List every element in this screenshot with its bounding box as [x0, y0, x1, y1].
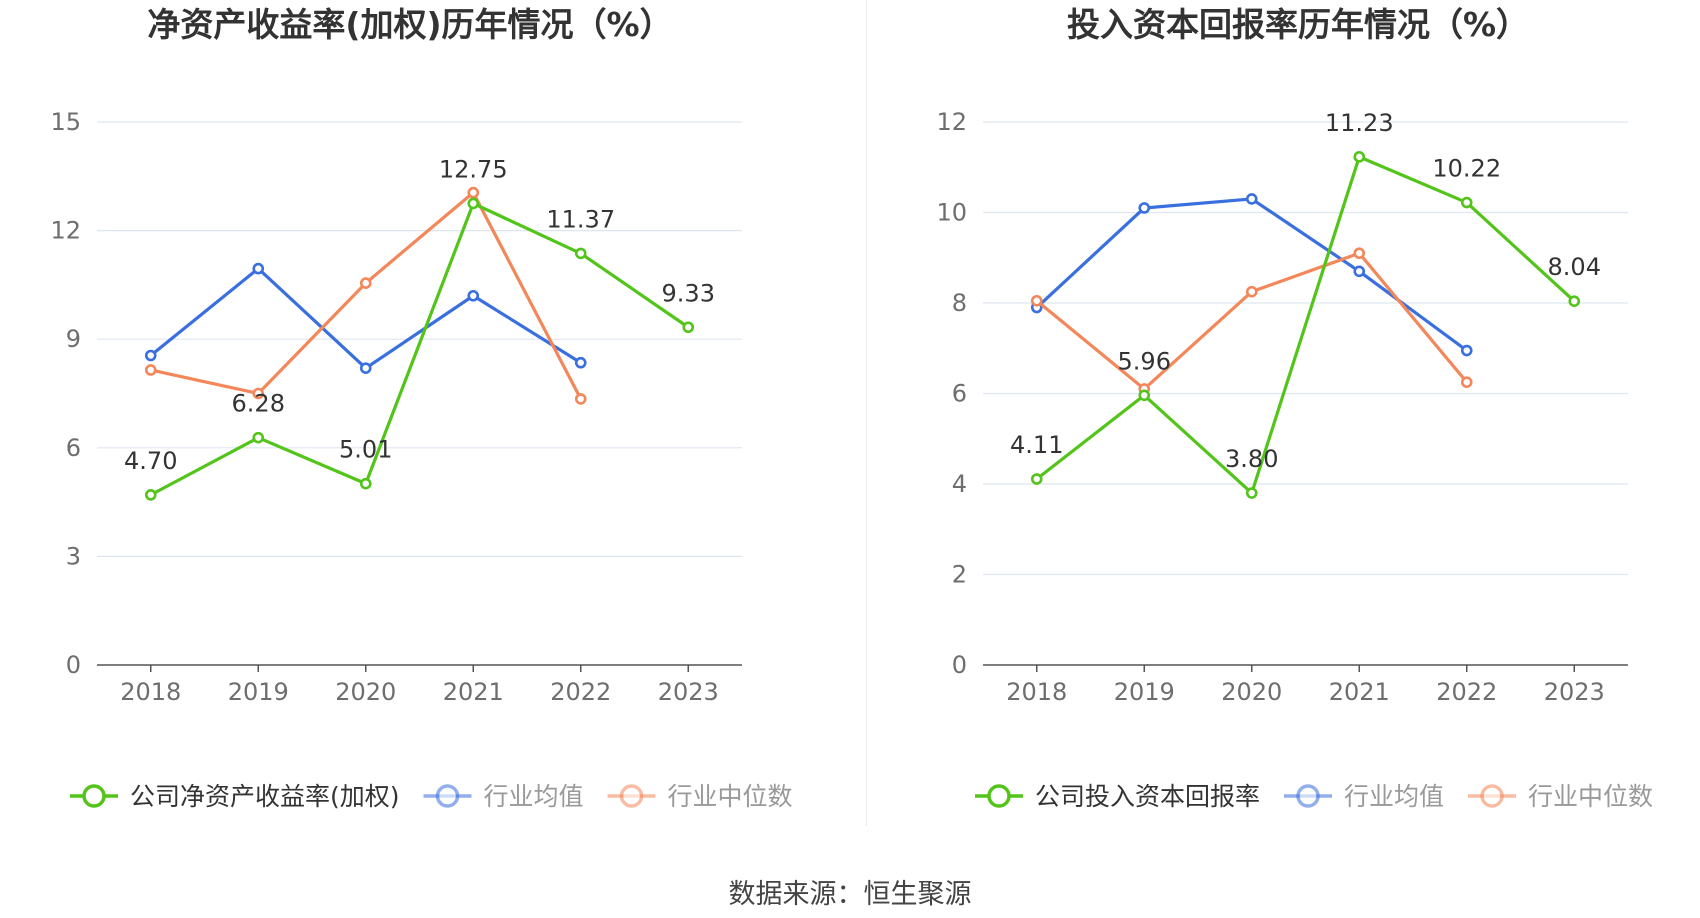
legend-label: 行业均值	[1344, 782, 1444, 811]
data-point	[574, 356, 587, 369]
legend-marker	[1480, 784, 1504, 808]
legend-label: 公司净资产收益率(加权)	[130, 782, 400, 811]
data-point	[144, 364, 157, 376]
data-point	[252, 431, 265, 444]
data-point	[1138, 389, 1151, 402]
data-source-note: 数据来源：恒生聚源	[728, 879, 972, 910]
legend-marker	[435, 784, 460, 808]
data-point	[1030, 473, 1043, 485]
data-point	[252, 262, 265, 275]
y-tick-label: 3	[66, 542, 81, 570]
legend-marker	[82, 784, 106, 808]
y-tick-label: 15	[50, 108, 81, 136]
data-point	[1030, 294, 1043, 307]
y-tick-label: 4	[952, 470, 967, 498]
y-tick-label: 2	[952, 561, 967, 589]
data-point	[144, 489, 157, 501]
legend-label: 行业中位数	[1528, 782, 1653, 811]
legend-label: 行业中位数	[668, 782, 793, 811]
data-label: 12.75	[439, 155, 508, 183]
y-tick-label: 12	[936, 108, 967, 136]
series-line-3	[1035, 251, 1468, 391]
chart-title-2: 投入资本回报率历年情况（%）	[1067, 5, 1529, 44]
data-point	[144, 349, 157, 362]
data-label: 5.01	[339, 436, 392, 464]
x-tick-label: 2022	[1436, 678, 1497, 706]
data-point	[1353, 151, 1366, 163]
x-tick-label: 2020	[1221, 678, 1282, 706]
data-point	[467, 197, 480, 210]
data-point	[1460, 196, 1473, 209]
y-tick-label: 8	[952, 289, 967, 317]
y-tick-label: 12	[50, 217, 81, 245]
data-label: 11.23	[1325, 109, 1394, 137]
data-label: 3.80	[1225, 445, 1278, 473]
legend-label: 行业均值	[484, 782, 584, 811]
data-label: 9.33	[662, 279, 715, 307]
chart-title-1: 净资产收益率(加权)历年情况（%）	[147, 5, 672, 44]
y-tick-label: 10	[936, 199, 967, 227]
legend-label: 公司投入资本回报率	[1035, 782, 1260, 811]
x-tick-label: 2019	[228, 678, 289, 706]
data-point	[252, 387, 265, 400]
chart-divider	[866, 0, 867, 826]
data-point	[574, 393, 587, 405]
data-point	[1138, 202, 1151, 214]
data-point	[359, 362, 372, 374]
y-tick-label: 0	[952, 651, 967, 679]
series-line-2	[1035, 197, 1468, 352]
data-point	[467, 186, 480, 199]
data-point	[1568, 295, 1581, 307]
series-line-1	[1035, 155, 1576, 495]
legend-marker	[619, 784, 644, 808]
data-point	[467, 289, 480, 302]
data-point	[682, 321, 695, 334]
data-point	[359, 477, 372, 490]
legend-marker	[1296, 784, 1320, 808]
x-tick-label: 2023	[658, 678, 719, 706]
x-tick-label: 2022	[550, 678, 611, 706]
x-tick-label: 2018	[120, 678, 181, 706]
data-point	[1245, 487, 1258, 499]
data-point	[1460, 376, 1473, 388]
data-label: 4.11	[1010, 431, 1063, 459]
data-point	[1460, 344, 1473, 357]
x-tick-label: 2021	[443, 678, 504, 706]
data-label: 5.96	[1118, 347, 1171, 375]
data-label: 6.28	[232, 390, 285, 418]
data-point	[1353, 247, 1366, 260]
y-tick-label: 6	[66, 434, 81, 462]
x-tick-label: 2018	[1006, 678, 1067, 706]
data-point	[359, 277, 372, 289]
data-point	[1245, 193, 1258, 205]
legend-marker	[987, 784, 1011, 808]
x-tick-label: 2023	[1544, 678, 1605, 706]
data-point	[1245, 285, 1258, 298]
y-tick-label: 0	[66, 651, 81, 679]
x-tick-label: 2019	[1114, 678, 1175, 706]
data-label: 11.37	[546, 205, 615, 233]
x-tick-label: 2021	[1329, 678, 1390, 706]
data-label: 8.04	[1548, 253, 1601, 281]
data-label: 10.22	[1432, 155, 1501, 183]
data-label: 4.70	[124, 447, 177, 475]
data-point	[574, 247, 587, 260]
x-tick-label: 2020	[335, 678, 396, 706]
data-point	[1353, 265, 1366, 278]
y-tick-label: 6	[952, 380, 967, 408]
y-tick-label: 9	[66, 325, 81, 353]
series-line-1	[149, 201, 690, 497]
